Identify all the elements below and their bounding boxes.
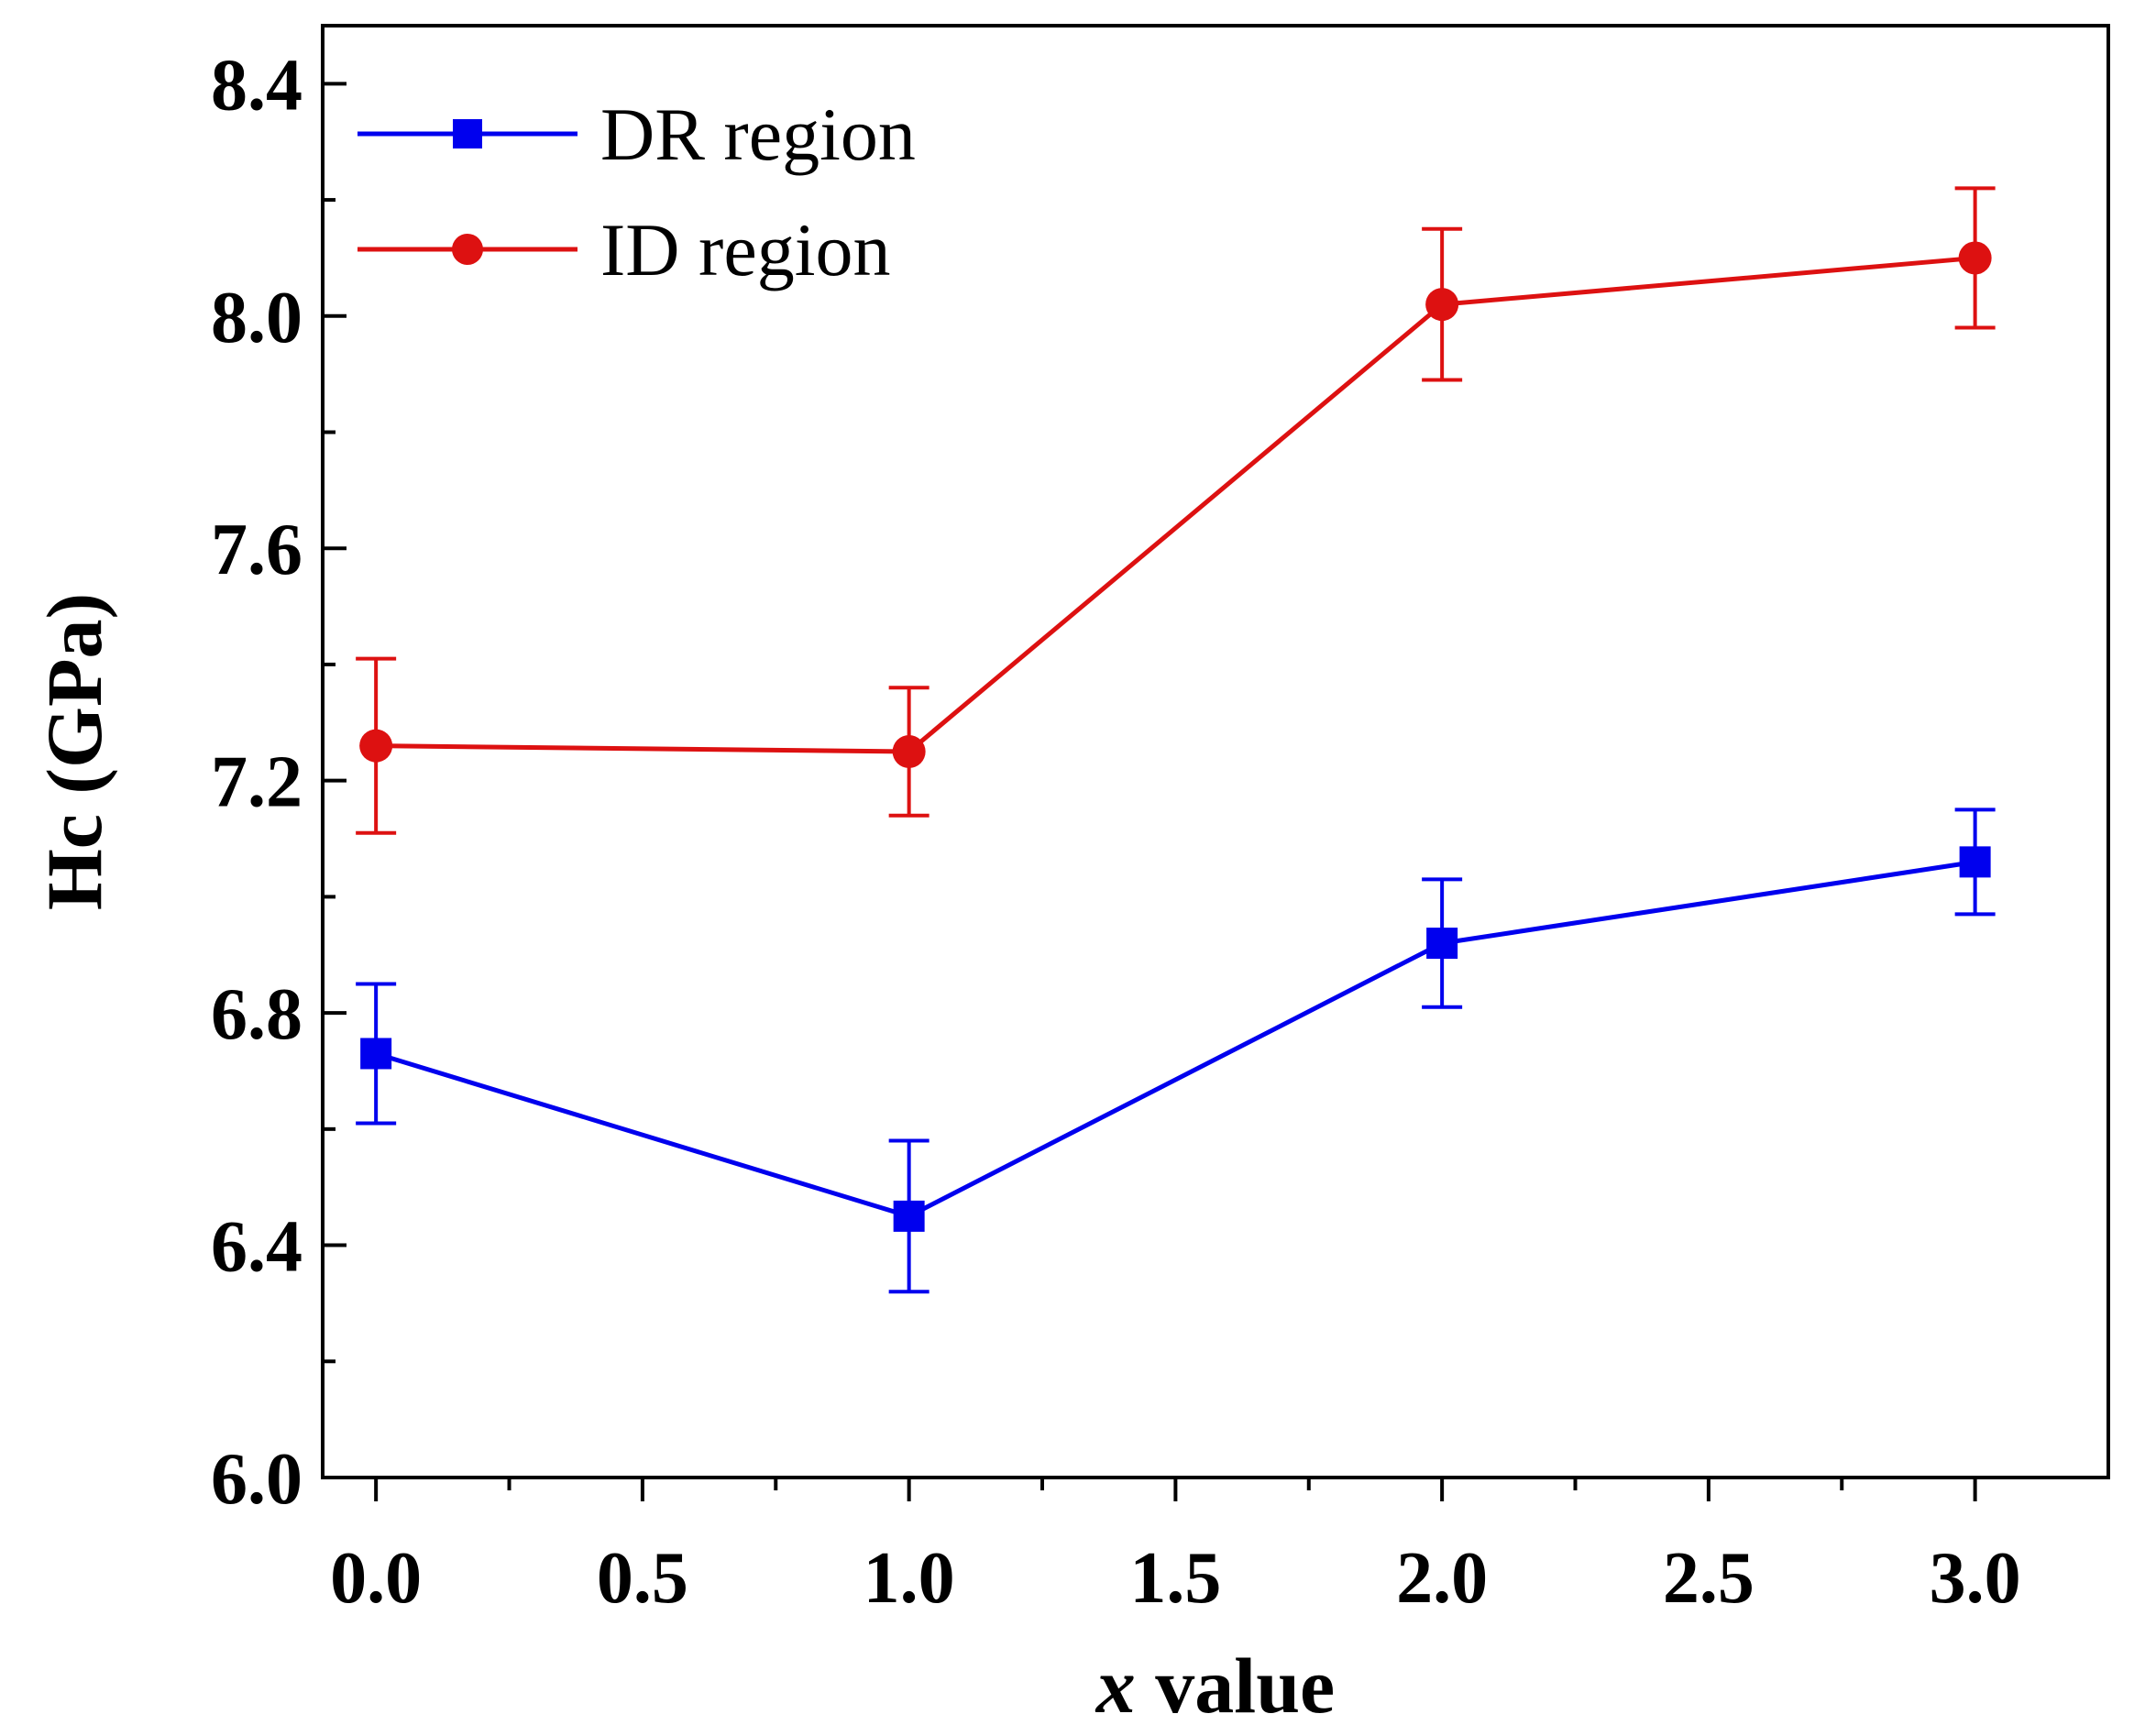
x-tick-label-6: 3.0 bbox=[1930, 1538, 2021, 1619]
data-point-0-1 bbox=[893, 1200, 925, 1232]
data-point-1-0 bbox=[359, 729, 393, 763]
series-line-1 bbox=[376, 255, 1975, 754]
y-tick-label-5: 8.0 bbox=[211, 278, 302, 358]
x-tick-label-3: 1.5 bbox=[1129, 1538, 1221, 1619]
x-tick-label-2: 1.0 bbox=[864, 1538, 955, 1619]
x-axis-title-rest: value bbox=[1136, 1642, 1335, 1730]
series-line-0 bbox=[375, 859, 1976, 1219]
plot-layer bbox=[356, 186, 1996, 1294]
data-point-0-3 bbox=[1959, 846, 1991, 878]
y-axis-title: Hc (GPa) bbox=[30, 593, 118, 910]
y-tick-label-1: 6.4 bbox=[211, 1207, 302, 1288]
legend-marker-0 bbox=[453, 119, 482, 148]
y-tick-label-0: 6.0 bbox=[211, 1439, 302, 1520]
data-point-1-3 bbox=[1958, 241, 1992, 275]
data-point-0-2 bbox=[1426, 928, 1458, 960]
x-tick-label-0: 0.0 bbox=[330, 1538, 422, 1619]
data-point-0-0 bbox=[360, 1038, 392, 1070]
x-tick-label-5: 2.5 bbox=[1663, 1538, 1754, 1619]
data-point-1-2 bbox=[1425, 288, 1459, 322]
legend: DR region ID region bbox=[358, 93, 916, 291]
series-1 bbox=[356, 186, 1996, 835]
x-tick-label-4: 2.0 bbox=[1396, 1538, 1488, 1619]
y-tick-label-2: 6.8 bbox=[211, 974, 302, 1055]
y-tick-label-3: 7.2 bbox=[211, 742, 302, 823]
legend-marker-1 bbox=[452, 234, 483, 265]
series-0 bbox=[356, 808, 1996, 1294]
axes-layer: 0.0 0.5 1.0 1.5 2.0 2.5 3.0 6.0 6.4 6.8 7.2 7.6 8.0 8… bbox=[211, 45, 2021, 1619]
x-axis-title: x value bbox=[1094, 1642, 1335, 1730]
legend-label-0: DR region bbox=[600, 93, 916, 176]
x-tick-label-1: 0.5 bbox=[597, 1538, 688, 1619]
x-axis-title-italic: x bbox=[1094, 1642, 1136, 1730]
y-tick-label-6: 8.4 bbox=[211, 45, 302, 126]
plot-frame bbox=[321, 24, 2110, 1479]
y-tick-label-4: 7.6 bbox=[211, 510, 302, 590]
legend-label-1: ID region bbox=[600, 208, 891, 291]
data-point-1-1 bbox=[892, 735, 926, 768]
